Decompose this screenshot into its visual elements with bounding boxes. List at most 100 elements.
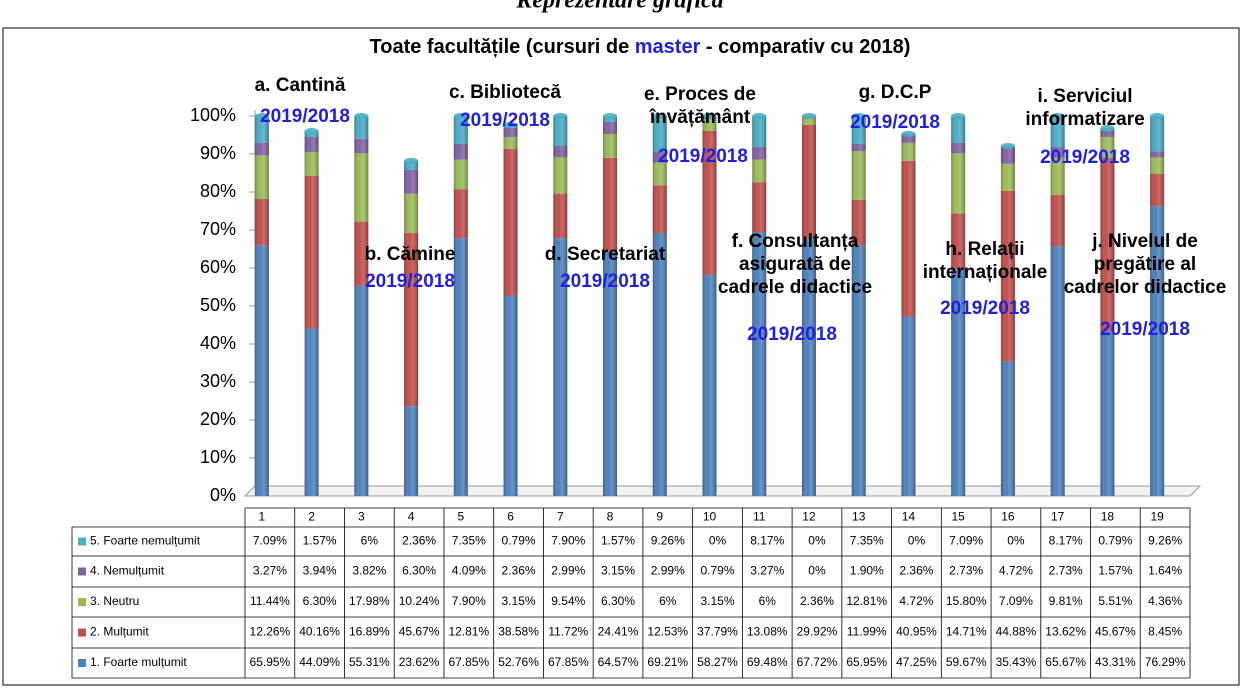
data-label: 12.81% (448, 625, 489, 639)
bar-shade (652, 185, 667, 234)
chart-title: Toate facultățile (cursuri de master - c… (370, 36, 911, 58)
frame (2, 27, 1240, 686)
annotation-line: internaționale (923, 262, 1048, 283)
data-label: 7.35% (850, 534, 884, 548)
annotation-line: cadrele didactice (718, 277, 872, 298)
data-label: 37.79% (697, 625, 738, 639)
bar-shade (553, 238, 568, 497)
bar-shade (453, 159, 468, 190)
title-part: Toate facultățile (cursuri de (370, 36, 635, 58)
x-tick-label: 7 (557, 510, 564, 524)
x-tick-label: 5 (457, 510, 464, 524)
annotation-period: 2019/2018 (747, 324, 837, 345)
bar-cap (1100, 124, 1115, 131)
data-label: 0% (808, 534, 826, 548)
bar-shade (851, 143, 866, 152)
bar-shade (951, 142, 966, 154)
data-label: 65.95% (846, 655, 887, 669)
bar-shade (304, 328, 319, 496)
bar-shade (354, 285, 369, 496)
bar-shade (652, 116, 667, 152)
bar-shade (453, 116, 468, 144)
x-tick-label: 11 (753, 510, 766, 524)
bar-cap (553, 113, 568, 119)
data-label: 9.54% (551, 594, 585, 608)
annotation-line: d. Secretariat (545, 244, 666, 265)
bar-shade (752, 147, 767, 160)
data-label: 55.31% (349, 655, 390, 669)
annotation-line: g. D.C.P (859, 82, 932, 103)
data-label: 76.29% (1145, 655, 1186, 669)
legend-key (78, 537, 86, 546)
x-tick-label: 10 (703, 510, 717, 524)
bar-shade (851, 199, 866, 246)
data-label: 3.15% (601, 564, 635, 578)
data-label: 9.81% (1049, 594, 1083, 608)
data-label: 45.67% (399, 625, 440, 639)
bar-shade (851, 151, 866, 200)
x-tick-label: 14 (902, 510, 916, 524)
bar-shade (503, 148, 518, 296)
bar-cap (453, 113, 468, 119)
data-label: 10.24% (399, 594, 440, 608)
bar-shade (254, 198, 269, 246)
data-label: 7.90% (452, 594, 486, 608)
bar-cap (652, 113, 667, 120)
data-label: 6% (361, 534, 379, 548)
bar-shade (254, 142, 269, 156)
data-label: 1.57% (303, 534, 337, 548)
bar-shade (752, 182, 767, 232)
data-label: 59.67% (946, 655, 987, 669)
data-label: 69.48% (747, 655, 788, 669)
data-label: 0.79% (1098, 534, 1132, 548)
y-tick-label: 60% (200, 257, 236, 277)
bar-shade (553, 193, 568, 239)
legend-label: 1. Foarte mulțumit (90, 655, 187, 669)
data-label: 0.79% (700, 564, 734, 578)
bar-shade (901, 133, 916, 143)
bar-shade (603, 157, 618, 251)
x-tick-label: 4 (408, 510, 415, 524)
data-label: 17.98% (349, 594, 390, 608)
bar-shade (951, 269, 966, 496)
bar-shade (702, 119, 717, 131)
data-label: 23.62% (399, 655, 440, 669)
bar-cap (503, 121, 518, 128)
annotation-line: c. Bibliotecă (449, 82, 561, 103)
data-label: 4.09% (452, 564, 486, 578)
legend-label: 4. Nemulțumit (90, 564, 165, 578)
data-label: 3.27% (253, 564, 287, 578)
bar-shade (453, 238, 468, 497)
title-part: - comparativ cu 2018) (700, 36, 910, 58)
annotation-line: f. Consultanța (732, 231, 859, 252)
data-label: 44.09% (299, 655, 340, 669)
bar-shade (1100, 130, 1115, 137)
annotation-period: 2019/2018 (658, 146, 748, 167)
bar-cap (354, 113, 369, 119)
bar-shade (752, 231, 767, 496)
legend-label: 2. Mulțumit (90, 625, 149, 639)
bar-shade (702, 130, 717, 275)
data-label: 40.16% (299, 625, 340, 639)
bar-shade (354, 221, 369, 286)
data-label: 13.62% (1045, 625, 1086, 639)
data-label: 12.81% (846, 594, 887, 608)
bar-shade (404, 169, 419, 194)
x-tick-label: 15 (952, 510, 966, 524)
bar-cap (304, 127, 319, 134)
bar-shade (254, 155, 269, 199)
data-label: 67.85% (548, 655, 589, 669)
x-tick-label: 6 (507, 510, 514, 524)
data-label: 4.72% (999, 564, 1033, 578)
data-label: 6% (759, 594, 777, 608)
bar-shade (1150, 157, 1165, 174)
annotation-line: informatizare (1025, 109, 1144, 130)
annotation-line: e. Proces de (644, 84, 756, 105)
bar-shade (1100, 157, 1115, 332)
bar-cap (702, 113, 717, 119)
data-label: 12.26% (250, 625, 291, 639)
data-label: 7.90% (551, 534, 585, 548)
y-tick-label: 40% (200, 333, 236, 353)
data-label: 3.82% (352, 564, 386, 578)
